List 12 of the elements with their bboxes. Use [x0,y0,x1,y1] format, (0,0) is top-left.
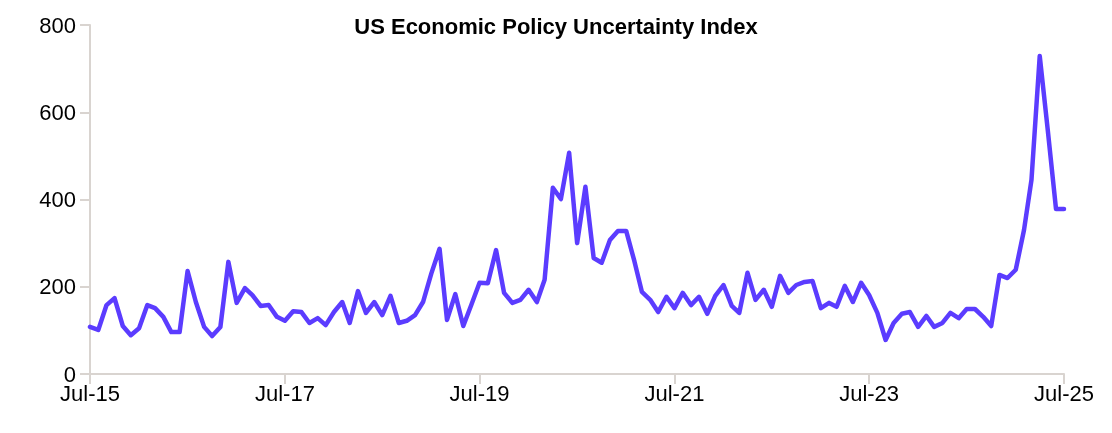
y-tick-label: 400 [39,187,76,212]
y-tick-label: 800 [39,12,76,38]
line-series [87,53,1067,343]
chart-title: US Economic Policy Uncertainty Index [354,13,759,39]
y-tick-label: 0 [63,361,76,387]
y-tick-label: 600 [39,99,76,125]
y-tick-label: 200 [39,274,76,300]
x-tick-label: Jul-21 [644,380,705,406]
x-tick-label: Jul-23 [839,380,900,406]
x-tick-label: Jul-25 [1034,380,1094,406]
x-tick-label: Jul-17 [254,380,315,406]
x-tick-label: Jul-19 [449,380,510,406]
